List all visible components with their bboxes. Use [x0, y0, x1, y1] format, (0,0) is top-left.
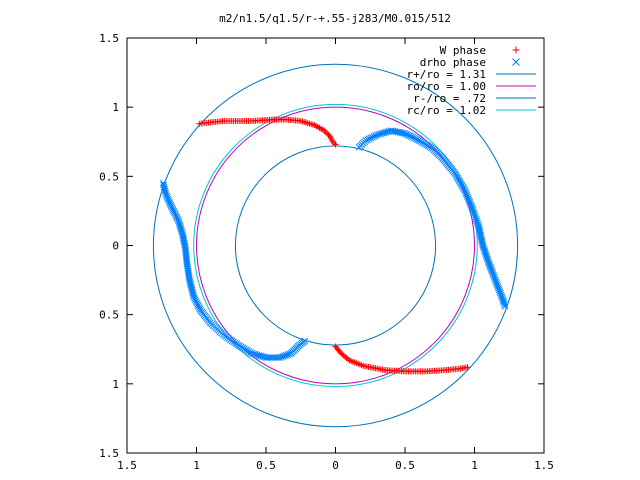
legend-marker	[512, 58, 520, 66]
legend-label: rc/ro = 1.02	[407, 104, 486, 117]
data-point	[325, 131, 332, 138]
data-point	[473, 217, 481, 225]
data-point	[370, 133, 378, 140]
x-tick-label: 1.5	[117, 459, 137, 472]
data-point	[322, 129, 329, 136]
legend-label: ro/ro = 1.00	[407, 80, 486, 93]
circle-rc	[193, 103, 478, 388]
x-tick-label: 0	[332, 459, 339, 472]
x-tick-label: 1	[471, 459, 478, 472]
legend-label: drho phase	[420, 56, 486, 69]
data-point	[472, 215, 480, 223]
y-tick-label: 1	[112, 378, 119, 391]
data-point	[465, 196, 473, 204]
data-point	[471, 212, 479, 219]
data-point	[466, 198, 473, 206]
legend-entry: r-/ro = .72	[413, 92, 536, 105]
data-point	[461, 186, 469, 194]
data-point	[464, 364, 471, 371]
legend-label: r-/ro = .72	[413, 92, 486, 105]
legend-entry: r+/ro = 1.31	[407, 68, 536, 81]
data-point	[470, 208, 477, 216]
legend-entry: ro/ro = 1.00	[407, 80, 536, 93]
x-tick-label: 0.5	[395, 459, 415, 472]
circle-r	[152, 63, 519, 428]
data-point	[462, 188, 469, 196]
data-point	[462, 190, 470, 197]
data-point	[468, 205, 476, 212]
legend-label: r+/ro = 1.31	[407, 68, 486, 81]
data-point	[365, 135, 373, 143]
data-point	[469, 206, 477, 214]
data-point	[470, 210, 478, 218]
legend-entry: W phase	[440, 44, 520, 57]
series-w-phase	[196, 116, 471, 375]
legend-entry: rc/ro = 1.02	[407, 104, 536, 117]
data-point	[369, 133, 376, 141]
axes: 1.5 1 0.5 0 0.5 1 1.51.510.500.511.5	[99, 32, 554, 472]
y-tick-label: 0	[112, 240, 119, 253]
data-point	[468, 203, 476, 211]
data-point	[501, 301, 508, 309]
y-tick-label: 1	[112, 101, 119, 114]
data-point	[464, 195, 472, 202]
data-point	[463, 191, 471, 199]
y-tick-label: 1.5	[99, 447, 119, 460]
legend-entry: drho phase	[420, 56, 520, 69]
legend-marker	[512, 46, 520, 54]
data-point	[467, 201, 475, 209]
data-point	[466, 200, 474, 207]
series-drho-phase	[159, 127, 509, 361]
circle-ro	[196, 106, 475, 385]
data-point	[324, 130, 331, 137]
data-point	[501, 303, 509, 310]
data-point	[332, 141, 339, 148]
data-point	[345, 356, 352, 363]
data-point	[472, 213, 479, 221]
chart-title: m2/n1.5/q1.5/r-+.55-j283/M0.015/512	[219, 12, 451, 25]
data-point	[367, 134, 375, 142]
data-point	[321, 127, 328, 134]
x-tick-label: 1.5	[534, 459, 554, 472]
x-tick-label: 1	[193, 459, 200, 472]
data-layer	[152, 63, 519, 428]
y-tick-label: 0.5	[99, 309, 119, 322]
data-point	[364, 136, 372, 143]
y-tick-label: 1.5	[99, 32, 119, 45]
data-point	[414, 136, 421, 143]
y-tick-label: 0.5	[99, 170, 119, 183]
data-point	[474, 219, 481, 226]
legend-label: W phase	[440, 44, 486, 57]
data-point	[362, 137, 370, 144]
data-point	[301, 337, 309, 345]
data-point	[336, 349, 343, 356]
data-point	[196, 305, 204, 313]
x-tick-label: 0.5	[256, 459, 276, 472]
data-point	[464, 193, 471, 201]
data-point	[329, 138, 336, 145]
data-point	[331, 140, 338, 147]
circle-r	[234, 145, 437, 346]
